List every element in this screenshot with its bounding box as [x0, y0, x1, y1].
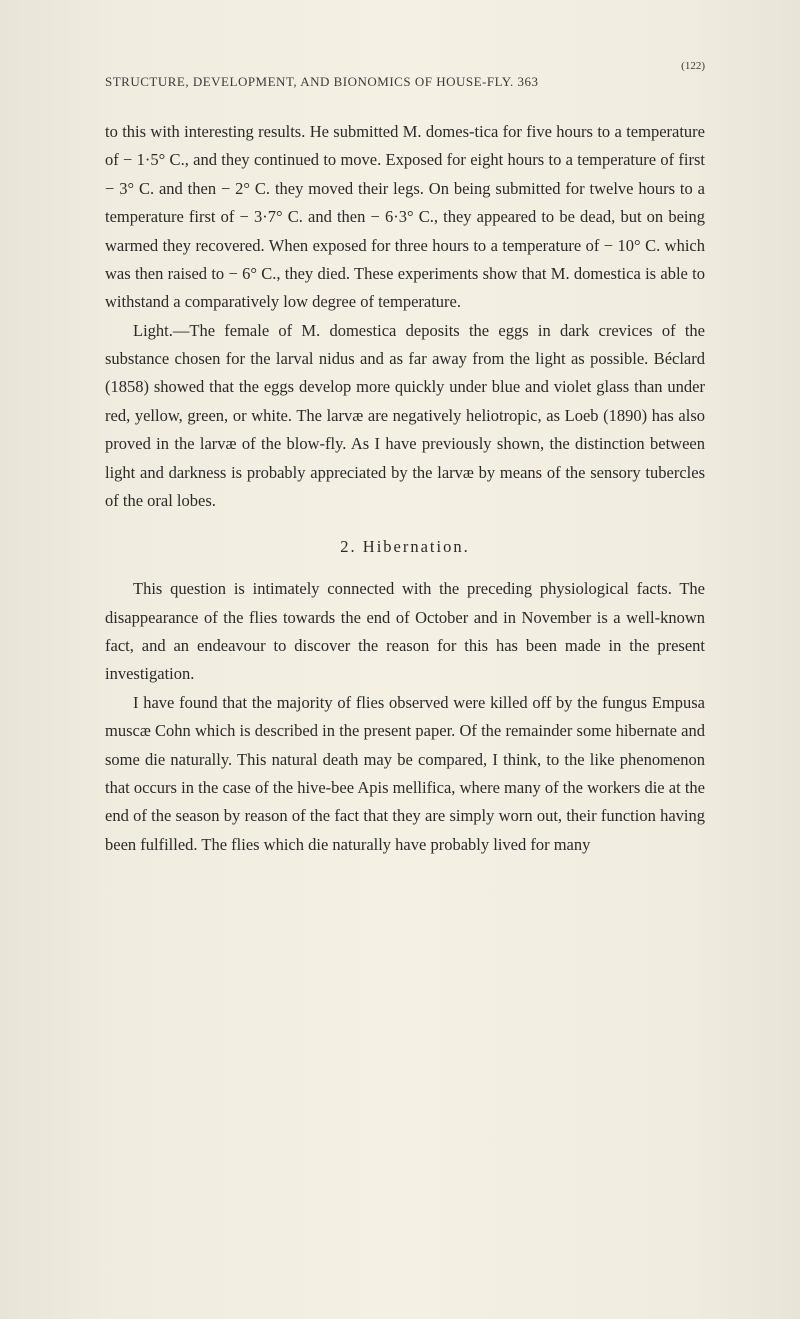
section-heading-hibernation: 2. Hibernation. — [105, 537, 705, 557]
page-number-marginal: (122) — [105, 60, 705, 72]
body-paragraph-4: I have found that the majority of flies … — [105, 689, 705, 859]
body-paragraph-1: to this with interesting results. He sub… — [105, 118, 705, 317]
body-paragraph-2: Light.—The female of M. domestica deposi… — [105, 317, 705, 516]
running-header: STRUCTURE, DEVELOPMENT, AND BIONOMICS OF… — [105, 74, 705, 90]
page-container: (122) STRUCTURE, DEVELOPMENT, AND BIONOM… — [0, 0, 800, 919]
body-paragraph-3: This question is intimately connected wi… — [105, 575, 705, 689]
